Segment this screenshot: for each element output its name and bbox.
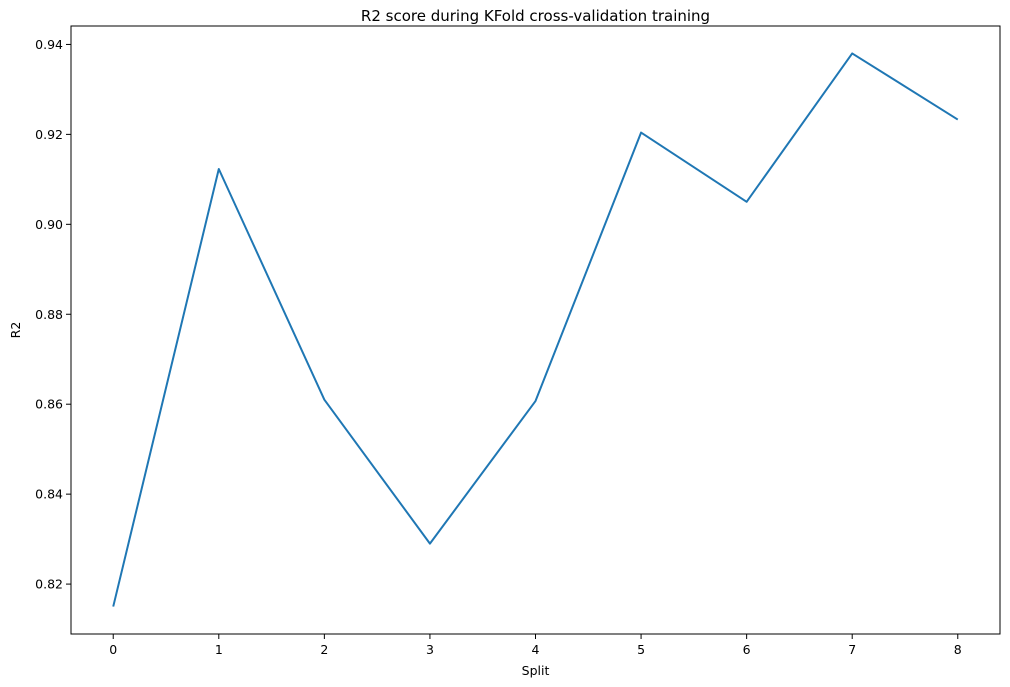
y-tick-label: 0.82 xyxy=(35,577,63,592)
x-tick-label: 0 xyxy=(109,642,117,657)
y-tick-label: 0.86 xyxy=(35,397,63,412)
x-tick-label: 3 xyxy=(426,642,434,657)
x-tick-label: 1 xyxy=(215,642,223,657)
y-tick-label: 0.88 xyxy=(35,307,63,322)
y-tick-label: 0.94 xyxy=(35,37,63,52)
plot-frame xyxy=(70,25,1001,635)
x-tick-label: 5 xyxy=(637,642,645,657)
x-tick-label: 8 xyxy=(954,642,962,657)
y-tick-label: 0.92 xyxy=(35,127,63,142)
series-group xyxy=(112,52,959,607)
chart-title: R2 score during KFold cross-validation t… xyxy=(361,7,710,25)
x-axis: 0 1 2 3 4 5 6 7 8 xyxy=(109,634,962,657)
y-axis: 0.82 0.84 0.86 0.88 0.90 0.92 0.94 xyxy=(35,37,71,592)
series-line xyxy=(112,52,959,607)
y-tick-label: 0.90 xyxy=(35,217,63,232)
x-tick-label: 7 xyxy=(848,642,856,657)
y-axis-label: R2 xyxy=(8,322,23,339)
x-tick-label: 6 xyxy=(743,642,751,657)
x-axis-label: Split xyxy=(522,663,550,678)
y-tick-label: 0.84 xyxy=(35,487,63,502)
x-tick-label: 2 xyxy=(320,642,328,657)
x-tick-label: 4 xyxy=(532,642,540,657)
